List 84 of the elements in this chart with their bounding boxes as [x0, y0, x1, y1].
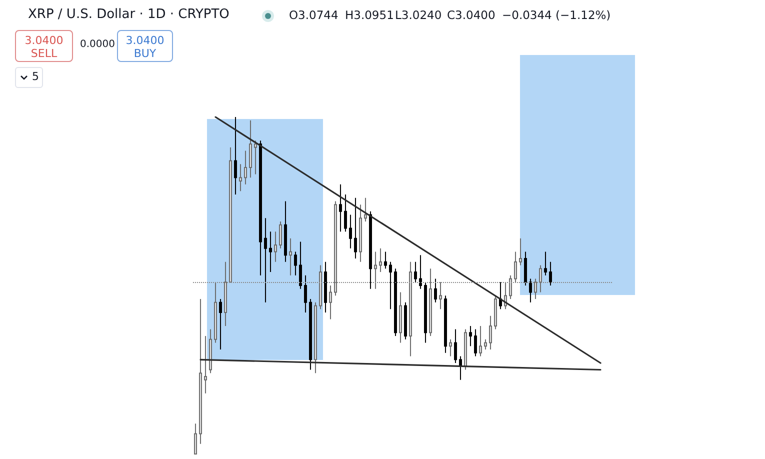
candlestick: [474, 328, 477, 357]
candlestick: [309, 298, 312, 370]
candlestick: [314, 302, 317, 374]
candlestick: [224, 261, 227, 326]
candlestick: [459, 356, 462, 380]
candlestick: [454, 328, 457, 364]
candlestick: [194, 423, 197, 454]
candlestick: [514, 251, 517, 283]
candlestick: [409, 261, 412, 357]
candlestick: [494, 295, 497, 330]
candlestick: [354, 197, 357, 260]
chart-title: XRP / U.S. Dollar · 1D · CRYPTO: [28, 7, 230, 22]
candlestick: [264, 218, 267, 303]
candlestick: [269, 231, 272, 273]
candlestick: [524, 251, 527, 286]
candlestick: [229, 146, 232, 283]
text: 5: [32, 70, 39, 83]
text: −0.0344 (−1.12%): [502, 8, 611, 22]
text: C3.0400: [447, 8, 496, 22]
candlestick: [444, 295, 447, 354]
candlestick: [549, 261, 552, 286]
candlestick: [414, 261, 417, 283]
candlestick: [204, 336, 207, 394]
candlestick: [424, 282, 427, 344]
candlestick: [384, 251, 387, 270]
candlestick: [499, 282, 502, 310]
candlestick: [399, 292, 402, 344]
candlestick: [504, 282, 507, 310]
text: H3.0951: [345, 8, 394, 22]
text: O3.0744: [289, 8, 338, 22]
candlestick: [344, 194, 347, 232]
candlestick: [339, 184, 342, 232]
candlestick: [509, 274, 512, 300]
candlestick: [199, 298, 202, 444]
candlestick: [239, 164, 242, 192]
text: SELL: [30, 47, 58, 60]
candlestick: [349, 214, 352, 249]
candlestick: [539, 264, 542, 293]
candlestick: [449, 338, 452, 357]
candlestick: [434, 278, 437, 303]
candlestick: [319, 264, 322, 310]
candlestick: [329, 285, 332, 320]
text: L3.0240: [395, 8, 442, 22]
candlestick: [429, 268, 432, 337]
candlestick: [259, 140, 262, 276]
candlestick: [284, 200, 287, 262]
candlestick: [279, 220, 282, 249]
candlestick: [519, 238, 522, 266]
candlestick: [244, 150, 247, 185]
candlestick: [389, 261, 392, 310]
candlestick: [289, 238, 292, 276]
candlestick: [364, 197, 367, 222]
candlestick: [404, 302, 407, 340]
candlestick: [299, 241, 302, 290]
candlestick: [324, 261, 327, 313]
candlestick: [294, 251, 297, 276]
candlestick: [334, 200, 337, 296]
candlestick: [439, 282, 442, 310]
candlestick: [489, 315, 492, 350]
candlestick: [234, 116, 237, 196]
text: 3.0400: [24, 34, 64, 47]
candlestick: [249, 120, 252, 178]
text: 3.0400: [126, 34, 164, 47]
candlestick: [304, 274, 307, 313]
candlestick: [534, 278, 537, 300]
candlestick: [479, 325, 482, 357]
candlestick: [214, 282, 217, 344]
text: BUY: [134, 47, 156, 60]
candlestick: [209, 328, 212, 374]
candlestick: [274, 231, 277, 262]
candlestick: [529, 278, 532, 303]
text: 0.0000: [80, 39, 115, 50]
candlestick: [394, 268, 397, 337]
candlestick: [254, 140, 257, 175]
candlestick: [369, 210, 372, 290]
candlestick: [464, 328, 467, 370]
candlestick: [219, 298, 222, 350]
candlestick: [374, 251, 377, 290]
candlestick: [379, 248, 382, 273]
candlestick: [544, 251, 547, 276]
candlestick: [484, 338, 487, 350]
candlestick: [359, 204, 362, 262]
candlestick: [469, 325, 472, 347]
candlestick: [419, 254, 422, 290]
